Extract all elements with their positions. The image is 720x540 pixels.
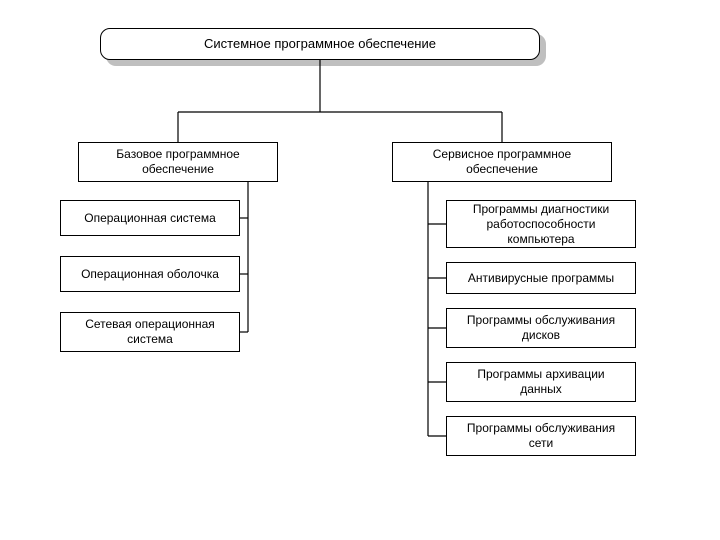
branch-header-service: Сервисное программное обеспечение — [392, 142, 612, 182]
branch-base-item-1: Операционная оболочка — [60, 256, 240, 292]
branch-service-item-2: Программы обслуживания дисков — [446, 308, 636, 348]
branch-header-service-label: Сервисное программное обеспечение — [433, 147, 571, 177]
branch-service-item-4: Программы обслуживания сети — [446, 416, 636, 456]
branch-header-base: Базовое программное обеспечение — [78, 142, 278, 182]
branch-service-item-1-label: Антивирусные программы — [468, 271, 614, 286]
branch-base-item-1-label: Операционная оболочка — [81, 267, 219, 282]
branch-header-base-label: Базовое программное обеспечение — [116, 147, 239, 177]
branch-base-item-0-label: Операционная система — [84, 211, 216, 226]
branch-base-item-2: Сетевая операционная система — [60, 312, 240, 352]
branch-base-item-2-label: Сетевая операционная система — [85, 317, 215, 347]
branch-service-item-3: Программы архивации данных — [446, 362, 636, 402]
diagram-canvas: Системное программное обеспечение Базово… — [0, 0, 720, 540]
branch-service-item-3-label: Программы архивации данных — [477, 367, 604, 397]
branch-service-item-0-label: Программы диагностики работоспособности … — [473, 202, 609, 247]
branch-service-item-4-label: Программы обслуживания сети — [467, 421, 615, 451]
branch-service-item-0: Программы диагностики работоспособности … — [446, 200, 636, 248]
branch-service-item-2-label: Программы обслуживания дисков — [467, 313, 615, 343]
branch-service-item-1: Антивирусные программы — [446, 262, 636, 294]
branch-base-item-0: Операционная система — [60, 200, 240, 236]
root-label: Системное программное обеспечение — [204, 36, 436, 52]
root-node: Системное программное обеспечение — [100, 28, 540, 60]
